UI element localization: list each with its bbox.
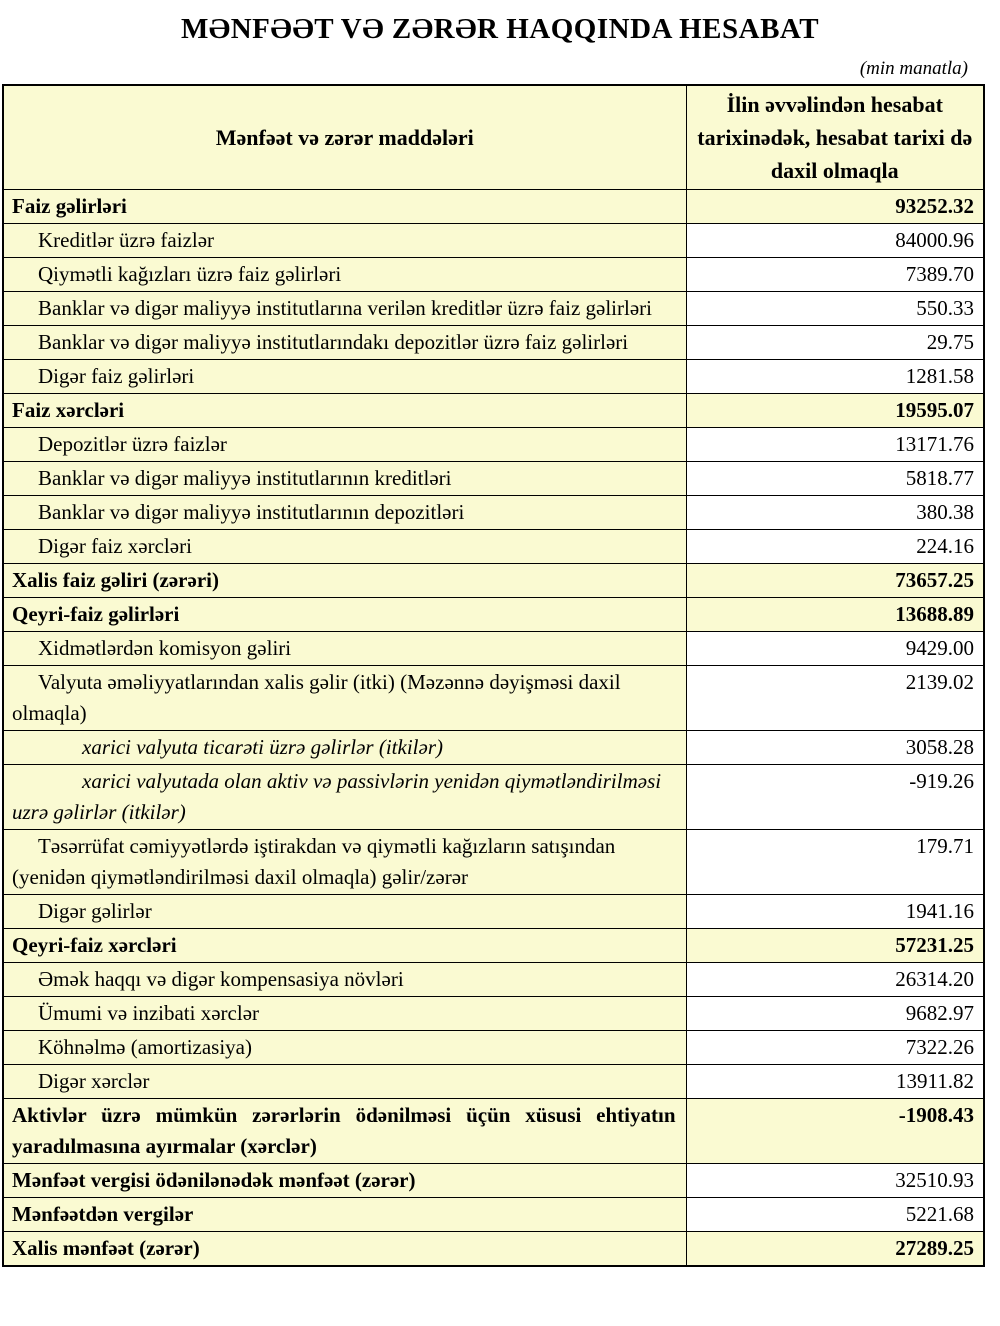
table-row: Xalis mənfəət (zərər) 27289.25: [2, 1231, 985, 1267]
page-title: MƏNFƏƏT VƏ ZƏRƏR HAQQINDA HESABAT: [180, 13, 820, 45]
row-label: xarici valyutada olan aktiv və passivlər…: [2, 764, 687, 830]
row-label: Faiz xərcləri: [2, 393, 687, 428]
row-label: Qeyri-faiz gəlirləri: [2, 597, 687, 632]
row-label: Banklar və digər maliyyə institutlarında…: [2, 325, 687, 360]
row-label: Kreditlər üzrə faizlər: [2, 223, 687, 258]
row-label: Qiymətli kağızları üzrə faiz gəlirləri: [2, 257, 687, 292]
table-body: Faiz gəlirləri 93252.32 Kreditlər üzrə fai…: [2, 189, 985, 1267]
row-label: Xalis faiz gəliri (zərəri): [2, 563, 687, 598]
row-label: Xidmətlərdən komisyon gəliri: [2, 631, 687, 666]
table-row: Xidmətlərdən komisyon gəliri 9429.00: [2, 631, 985, 666]
row-label: Banklar və digər maliyyə institutlarının…: [2, 461, 687, 496]
row-value: 1941.16: [685, 894, 985, 929]
row-label: Mənfəətdən vergilər: [2, 1197, 687, 1232]
profit-loss-table: Mənfəət və zərər maddələri İlin əvvəlind…: [2, 84, 985, 1267]
row-label: Təsərrüfat cəmiyyətlərdə iştirakdan və q…: [2, 829, 687, 895]
row-value: 13911.82: [685, 1064, 985, 1099]
row-value: 93252.32: [685, 189, 985, 224]
row-label: Köhnəlmə (amortizasiya): [2, 1030, 687, 1065]
table-row: Əmək haqqı və digər kompensasiya növləri…: [2, 962, 985, 997]
row-value: 2139.02: [685, 665, 985, 731]
table-header-row: Mənfəət və zərər maddələri İlin əvvəlind…: [2, 84, 985, 190]
table-row: Valyuta əməliyyatlarından xalis gəlir (i…: [2, 665, 985, 731]
table-row: xarici valyutada olan aktiv və passivlər…: [2, 764, 985, 830]
row-value: 179.71: [685, 829, 985, 895]
table-row: Xalis faiz gəliri (zərəri) 73657.25: [2, 563, 985, 598]
row-label: Faiz gəlirləri: [2, 189, 687, 224]
unit-note: (min manatla): [859, 58, 968, 79]
table-row: Banklar və digər maliyyə institutlarında…: [2, 325, 985, 360]
table-row: Depozitlər üzrə faizlər 13171.76: [2, 427, 985, 462]
table-row: Aktivlər üzrə mümkün zərərlərin ödənilmə…: [2, 1098, 985, 1164]
row-label: Banklar və digər maliyyə institutlarının…: [2, 495, 687, 530]
table-row: Qiymətli kağızları üzrə faiz gəlirləri 73…: [2, 257, 985, 292]
row-label: xarici valyuta ticarəti üzrə gəlirlər (i…: [2, 730, 687, 765]
row-label: Digər gəlirlər: [2, 894, 687, 929]
row-value: 224.16: [685, 529, 985, 564]
row-value: 5221.68: [685, 1197, 985, 1232]
row-value: 9429.00: [685, 631, 985, 666]
row-value: 29.75: [685, 325, 985, 360]
row-value: 550.33: [685, 291, 985, 326]
row-label: Əmək haqqı və digər kompensasiya növləri: [2, 962, 687, 997]
table-row: Digər faiz xərcləri 224.16: [2, 529, 985, 564]
row-value: -1908.43: [685, 1098, 985, 1164]
table-row: Mənfəət vergisi ödənilənədək mənfəət (zə…: [2, 1163, 985, 1198]
row-value: 3058.28: [685, 730, 985, 765]
row-label: Digər faiz xərcləri: [2, 529, 687, 564]
row-value: 9682.97: [685, 996, 985, 1031]
row-value: 13688.89: [685, 597, 985, 632]
row-value: 380.38: [685, 495, 985, 530]
table-row: Kreditlər üzrə faizlər 84000.96: [2, 223, 985, 258]
table-row: xarici valyuta ticarəti üzrə gəlirlər (i…: [2, 730, 985, 765]
row-label: Xalis mənfəət (zərər): [2, 1231, 687, 1267]
row-label: Qeyri-faiz xərcləri: [2, 928, 687, 963]
row-value: 27289.25: [685, 1231, 985, 1267]
row-label: Mənfəət vergisi ödənilənədək mənfəət (zə…: [2, 1163, 687, 1198]
row-value: 7389.70: [685, 257, 985, 292]
row-label: Aktivlər üzrə mümkün zərərlərin ödənilmə…: [2, 1098, 687, 1164]
table-row: Qeyri-faiz xərcləri 57231.25: [2, 928, 985, 963]
row-value: 19595.07: [685, 393, 985, 428]
row-value: -919.26: [685, 764, 985, 830]
row-label: Digər faiz gəlirləri: [2, 359, 687, 394]
row-value: 84000.96: [685, 223, 985, 258]
table-row: Digər gəlirlər 1941.16: [2, 894, 985, 929]
row-value: 7322.26: [685, 1030, 985, 1065]
row-value: 13171.76: [685, 427, 985, 462]
row-value: 57231.25: [685, 928, 985, 963]
table-row: Digər faiz gəlirləri 1281.58: [2, 359, 985, 394]
row-value: 26314.20: [685, 962, 985, 997]
table-row: Faiz gəlirləri 93252.32: [2, 189, 985, 224]
row-label: Depozitlər üzrə faizlər: [2, 427, 687, 462]
table-row: Banklar və digər maliyyə institutlarının…: [2, 461, 985, 496]
row-label: Digər xərclər: [2, 1064, 687, 1099]
table-row: Ümumi və inzibati xərclər 9682.97: [2, 996, 985, 1031]
row-value: 1281.58: [685, 359, 985, 394]
table-row: Qeyri-faiz gəlirləri 13688.89: [2, 597, 985, 632]
row-value: 73657.25: [685, 563, 985, 598]
row-value: 5818.77: [685, 461, 985, 496]
row-value: 32510.93: [685, 1163, 985, 1198]
table-row: Digər xərclər 13911.82: [2, 1064, 985, 1099]
row-label: Banklar və digər maliyyə institutlarına …: [2, 291, 687, 326]
col-header-period: İlin əvvəlindən hesabat tarixinədək, hes…: [685, 84, 985, 190]
col-header-items: Mənfəət və zərər maddələri: [2, 84, 687, 190]
row-label: Valyuta əməliyyatlarından xalis gəlir (i…: [2, 665, 687, 731]
table-row: Köhnəlmə (amortizasiya) 7322.26: [2, 1030, 985, 1065]
table-row: Banklar və digər maliyyə institutlarına …: [2, 291, 985, 326]
table-row: Faiz xərcləri 19595.07: [2, 393, 985, 428]
row-label: Ümumi və inzibati xərclər: [2, 996, 687, 1031]
table-row: Təsərrüfat cəmiyyətlərdə iştirakdan və q…: [2, 829, 985, 895]
table-row: Banklar və digər maliyyə institutlarının…: [2, 495, 985, 530]
table-row: Mənfəətdən vergilər 5221.68: [2, 1197, 985, 1232]
